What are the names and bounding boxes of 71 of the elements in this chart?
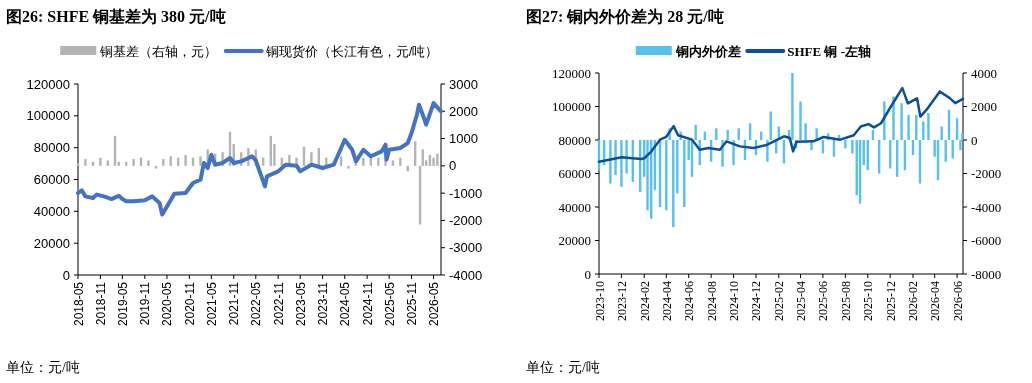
y2-tick-label: 0 [971,132,978,148]
y-tick-label: 100000 [26,108,70,124]
x-tick-label: 2024-04 [659,281,674,321]
y-tick-label: 60000 [33,172,70,187]
x-tick-label: 2023-10 [592,281,607,321]
chart-title: 图26: SHFE 铜基差为 380 元/吨 [6,8,226,25]
x-tick-label: 2023-12 [614,281,629,321]
x-tick-label: 2019-11 [138,281,153,326]
x-tick-label: 2025-12 [883,281,898,321]
x-tick-label: 2025-05 [382,281,397,327]
x-tick-label: 2018-11 [93,281,108,326]
x-tick-label: 2020-05 [160,281,175,327]
y-tick-label: 120000 [552,65,591,81]
x-tick-label: 2023-05 [293,281,308,327]
x-tick-label: 2025-06 [816,281,831,321]
text: 单位：元/吨 [6,360,80,375]
x-tick-label: 2026-05 [427,281,442,327]
x-tick-label: 2021-05 [204,281,219,327]
y2-tick-label: 4000 [971,65,997,81]
y-tick-label: 120000 [26,76,70,92]
y-tick-label: 80000 [33,140,70,156]
x-tick-label: 2025-04 [793,281,808,321]
legend-label: 铜基差（右轴，元） [99,44,218,59]
x-tick-label: 2024-10 [727,281,742,321]
x-tick-label: 2026-06 [950,281,965,321]
x-tick-label: 2020-11 [182,281,197,326]
y-tick-label: 0 [62,267,70,283]
y-tick-label: 60000 [558,166,591,181]
x-tick-label: 2019-05 [115,281,130,327]
y2-tick-label: -6000 [971,233,1002,248]
y2-tick-label: -8000 [971,266,1002,282]
y-tick-label: 0 [584,266,591,282]
legend-label: SHFE 铜 -左轴 [787,44,872,59]
x-tick-label: 2022-11 [271,281,286,326]
x-tick-label: 2024-02 [637,281,652,321]
y-tick-label: 80000 [558,132,591,148]
x-tick-label: 2022-05 [249,281,264,327]
x-tick-label: 2024-06 [682,281,697,321]
legend-label: 铜现货价（长江有色，元/吨） [264,44,439,59]
y2-tick-label: -1000 [449,185,483,201]
x-tick-label: 2026-04 [928,281,943,321]
y2-tick-label: 3000 [449,76,478,92]
x-tick-label: 2018-05 [71,281,86,327]
y2-tick-label: -2000 [449,212,483,228]
y-tick-label: 40000 [558,199,591,215]
y2-tick-label: 1000 [449,131,478,147]
y2-tick-label: 0 [449,158,457,174]
y2-tick-label: -4000 [971,199,1002,215]
y2-tick-label: -3000 [449,240,483,256]
x-tick-label: 2026-02 [906,281,921,321]
text: 单位：元/吨 [526,360,600,375]
legend-label: 铜内外价差 [674,44,741,59]
x-tick-label: 2025-08 [838,281,853,321]
x-tick-label: 2025-10 [861,281,876,321]
y2-tick-label: 2000 [971,99,997,114]
x-tick-label: 2025-02 [772,281,787,321]
y2-tick-label: 2000 [449,103,478,119]
x-tick-label: 2024-08 [704,281,719,321]
y-tick-label: 20000 [33,235,70,251]
x-tick-label: 2025-11 [405,281,420,326]
x-tick-label: 2023-11 [316,281,331,326]
x-tick-label: 2021-11 [227,281,242,326]
x-tick-label: 2024-05 [338,281,353,327]
x-tick-label: 2024-12 [749,281,764,321]
chart-title: 图27: 铜内外价差为 28 元/吨 [526,8,724,25]
y-tick-label: 40000 [33,203,70,219]
y2-tick-label: -4000 [449,267,483,283]
y-tick-label: 20000 [558,233,591,248]
y2-tick-label: -2000 [971,166,1002,181]
y-tick-label: 100000 [552,99,591,114]
x-tick-label: 2024-11 [360,281,375,326]
